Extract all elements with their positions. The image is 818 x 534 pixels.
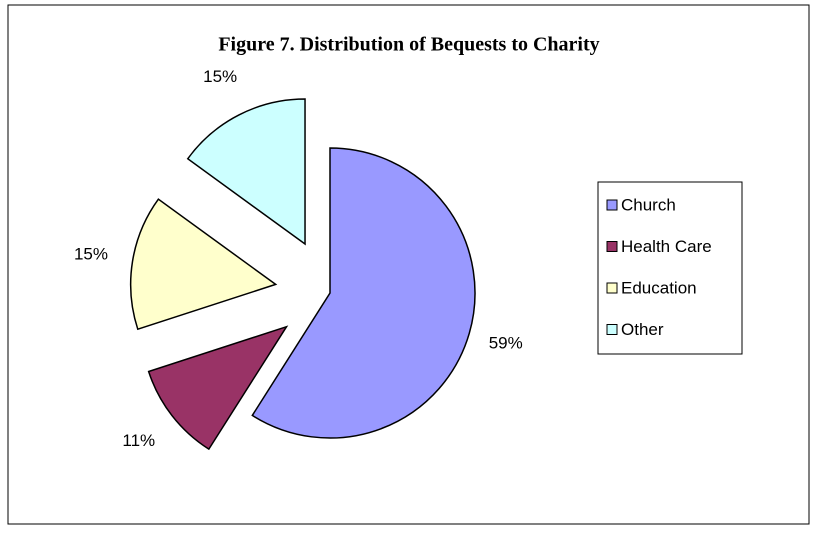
data-label: 15% (203, 67, 237, 86)
pie-slice (251, 147, 476, 439)
chart-title: Figure 7. Distribution of Bequests to Ch… (218, 34, 599, 56)
data-label: 59% (489, 334, 523, 353)
pie-slice (129, 198, 278, 331)
legend-swatch (606, 324, 618, 335)
pie-slice (147, 325, 289, 451)
legend-label: Education (621, 278, 697, 297)
data-label: 15% (74, 245, 108, 264)
pie-slice (186, 98, 306, 246)
legend-label: Health Care (621, 237, 712, 256)
legend-swatch (606, 282, 618, 294)
legend-swatch (606, 241, 618, 252)
legend-swatch (606, 199, 618, 211)
data-label: 11% (122, 431, 155, 450)
legend-label: Church (621, 195, 676, 214)
legend-label: Other (621, 320, 664, 339)
legend-box (597, 181, 743, 355)
